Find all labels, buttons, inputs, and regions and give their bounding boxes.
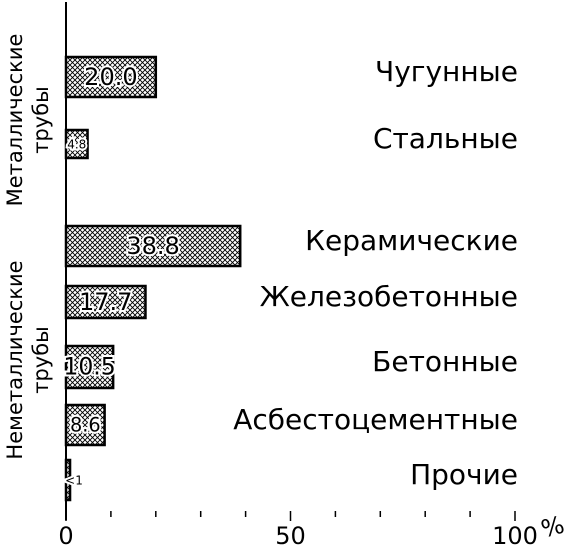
category-label: Железобетонные [260, 280, 518, 313]
value-label: 10.5 [63, 353, 115, 381]
value-label: <1 [65, 474, 83, 488]
bar [64, 458, 72, 502]
bar [64, 55, 158, 99]
value-label: 38.8 [126, 232, 179, 260]
category-label: Прочие [410, 458, 518, 491]
x-axis-label: % [538, 511, 567, 544]
bar [64, 284, 147, 320]
value-label: 4.8 [67, 138, 86, 152]
category-label: Чугунные [375, 55, 518, 88]
category-label: Стальные [373, 122, 518, 155]
bar [64, 128, 89, 160]
value-label: 17.7 [79, 288, 132, 316]
x-tick-label: 0 [58, 522, 73, 550]
category-label: Керамические [305, 224, 518, 257]
bar [64, 344, 115, 390]
value-label: 20.0 [84, 63, 137, 91]
group-label: Неметаллические [3, 260, 27, 459]
category-label: Асбестоцементные [233, 403, 518, 436]
x-tick-label: 50 [275, 522, 306, 550]
group-label: трубы [29, 326, 53, 394]
bar [64, 403, 106, 447]
bar [64, 224, 242, 268]
value-label: 8.6 [70, 414, 101, 437]
x-tick-label: 100 [492, 522, 538, 550]
category-label: Бетонные [372, 345, 518, 378]
group-label: трубы [29, 86, 53, 154]
group-label: Металлические [3, 34, 27, 207]
